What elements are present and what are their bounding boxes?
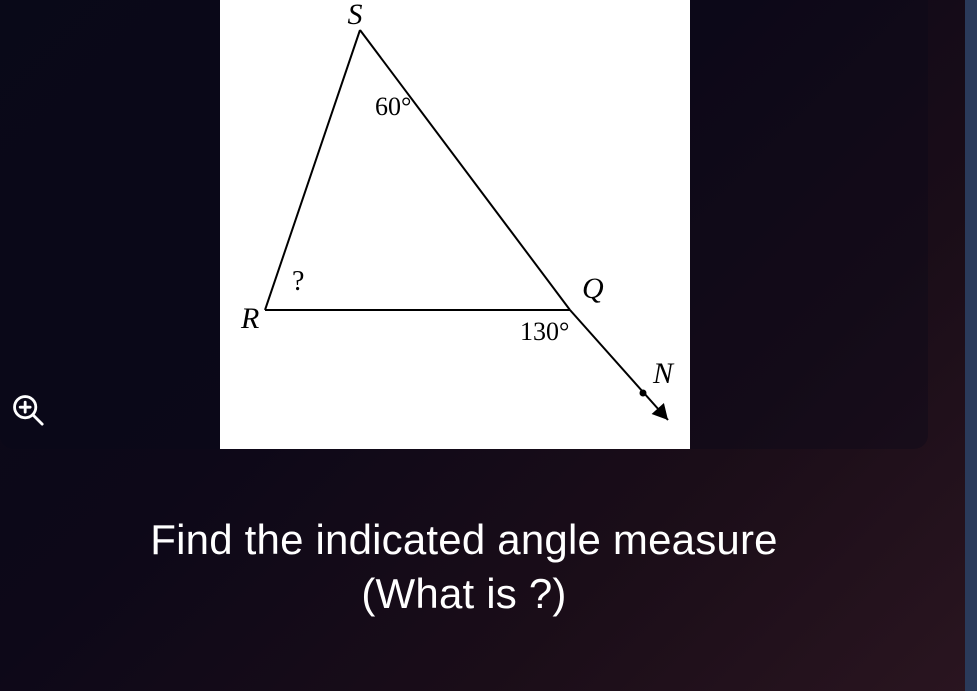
point-N-dot [640,390,647,397]
vertex-label-Q: Q [582,272,604,305]
side-SQ [360,30,570,310]
angle-exterior-Q-label: 130° [520,317,569,346]
geometry-diagram: S R Q N 60° ? 130° [220,0,690,449]
angle-S-label: 60° [375,92,411,121]
vertex-label-S: S [348,0,363,31]
side-SR [265,30,360,310]
question-line-2: (What is ?) [0,565,928,624]
zoom-in-button[interactable] [6,388,50,432]
zoom-in-icon [11,393,45,427]
image-panel: S R Q N 60° ? 130° [0,0,928,449]
triangle-svg: S R Q N 60° ? 130° [220,0,690,449]
question-line-1: Find the indicated angle measure [0,515,928,565]
angle-R-label: ? [292,266,304,297]
vertex-label-N: N [652,357,675,390]
question-text: Find the indicated angle measure (What i… [0,515,928,624]
right-edge-bar [965,0,977,691]
vertex-label-R: R [240,302,259,335]
